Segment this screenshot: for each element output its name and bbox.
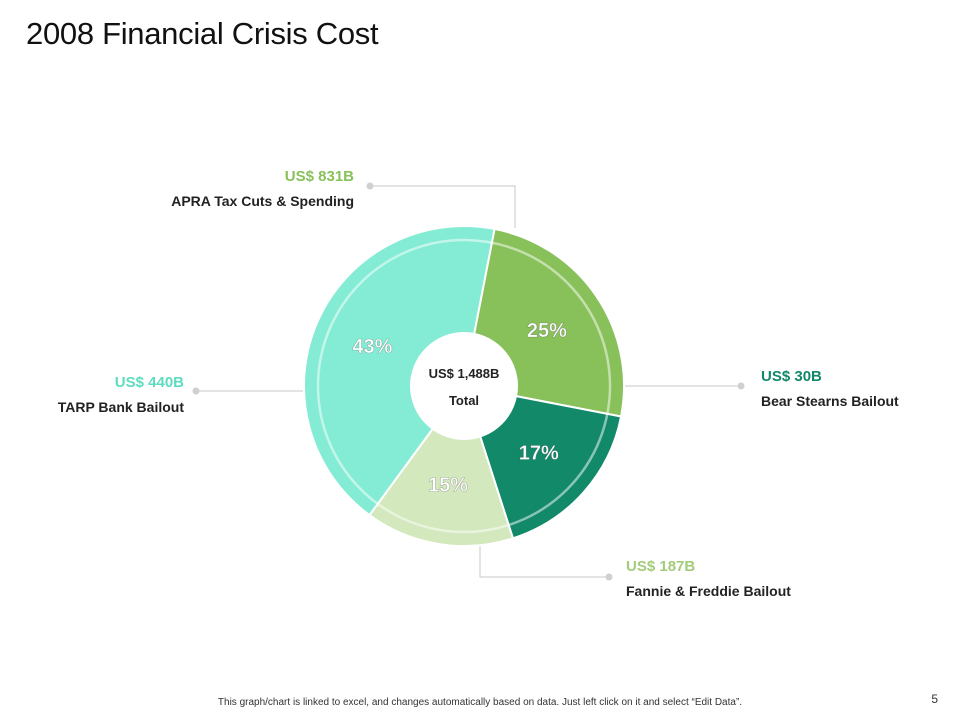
pie-slice-bear-stearns-bailout[interactable] xyxy=(462,384,623,540)
pie-slice-tarp-bank-bailout[interactable] xyxy=(303,225,496,517)
leader-dot-fannie xyxy=(605,573,613,581)
percent-label-1: 17% xyxy=(519,442,559,464)
callout-bear: US$ 30B Bear Stearns Bailout xyxy=(761,368,899,409)
leader-dot-tarp xyxy=(192,387,200,395)
callout-apra-value: US$ 831B xyxy=(284,168,354,185)
callout-fannie: US$ 187B Fannie & Freddie Bailout xyxy=(626,558,791,599)
callout-tarp-value: US$ 440B xyxy=(114,374,184,391)
callout-tarp-label: TARP Bank Bailout xyxy=(57,399,184,415)
callout-apra: US$ 831B APRA Tax Cuts & Spending xyxy=(171,168,354,209)
callout-bear-label: Bear Stearns Bailout xyxy=(761,393,899,409)
center-hole xyxy=(410,332,518,440)
inner-ring xyxy=(316,238,612,534)
page-number: 5 xyxy=(931,692,938,706)
center-total-value: US$ 1,488B xyxy=(429,366,500,381)
leader-dot-apra xyxy=(366,182,374,190)
leader-line-fannie xyxy=(479,544,609,578)
footer-note: This graph/chart is linked to excel, and… xyxy=(217,697,743,708)
percent-label-0: 25% xyxy=(527,320,567,342)
center-total-caption: Total xyxy=(449,393,479,408)
percent-label-3: 43% xyxy=(352,336,392,358)
leader-dot-bear xyxy=(737,382,745,390)
callout-apra-label: APRA Tax Cuts & Spending xyxy=(171,193,354,209)
percent-labels: 25% 17% 15% 43% xyxy=(352,320,567,497)
callout-leaders xyxy=(192,182,745,581)
callout-bear-value: US$ 30B xyxy=(761,368,822,385)
callout-tarp: US$ 440B TARP Bank Bailout xyxy=(58,374,184,415)
slide-title: 2008 Financial Crisis Cost xyxy=(26,16,379,51)
percent-label-2: 15% xyxy=(428,475,468,497)
leader-line-apra xyxy=(370,185,516,228)
callout-fannie-label: Fannie & Freddie Bailout xyxy=(626,583,791,599)
pie-slice-fannie-freddie-bailout[interactable] xyxy=(368,383,515,547)
callout-fannie-value: US$ 187B xyxy=(626,558,696,575)
